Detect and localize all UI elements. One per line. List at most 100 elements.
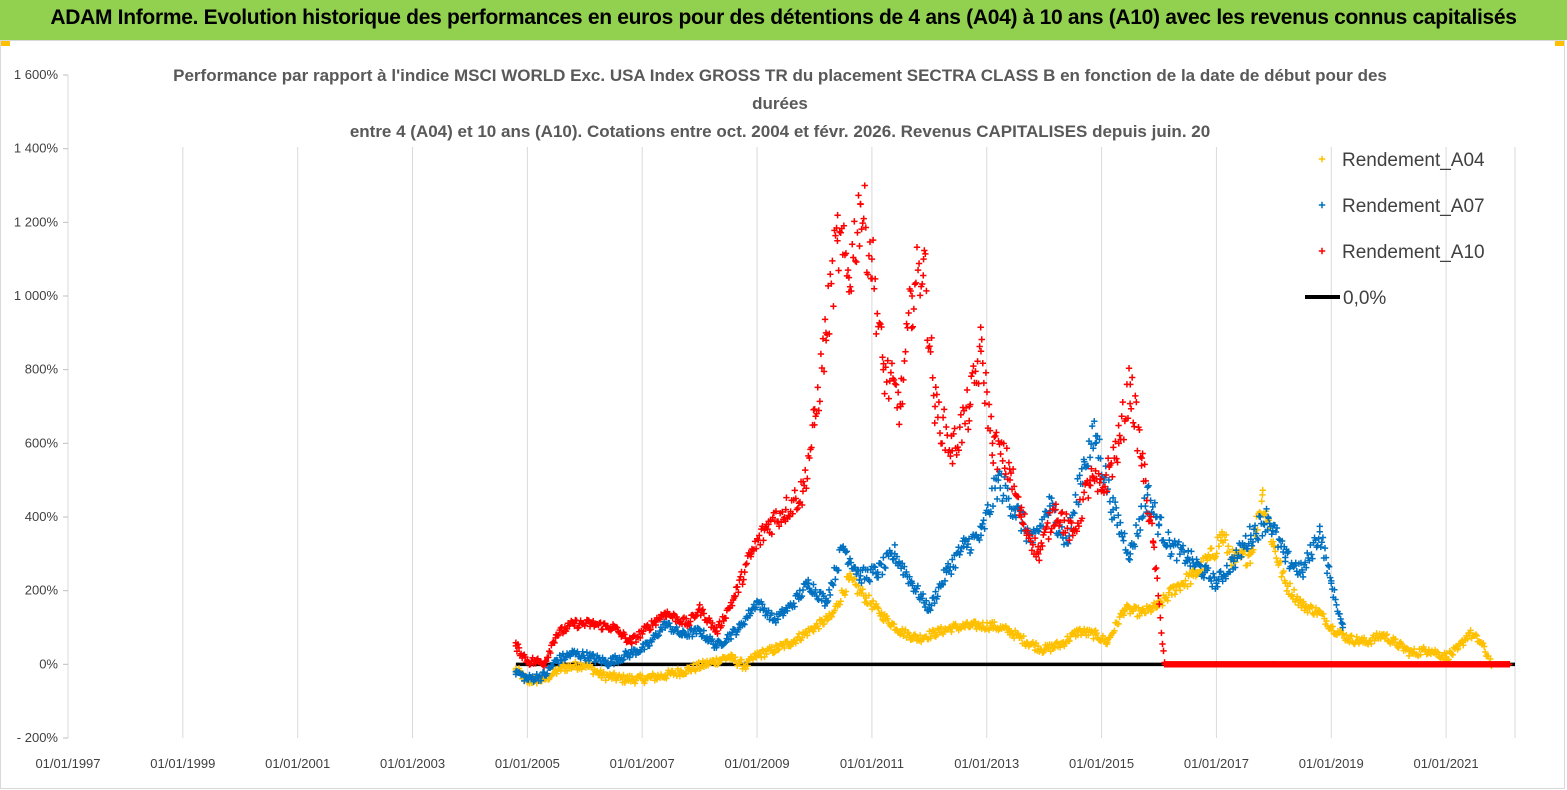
point-rendement_a10 (551, 639, 558, 647)
point-rendement_a07 (759, 601, 766, 608)
point-rendement_a10 (956, 423, 964, 431)
point-rendement_a04 (873, 600, 880, 608)
point-rendement_a10 (550, 638, 557, 646)
point-rendement_a04 (1304, 609, 1311, 616)
point-rendement_a07 (881, 564, 888, 571)
point-rendement_a04 (663, 675, 670, 682)
point-rendement_a10 (794, 504, 802, 512)
point-rendement_a10 (884, 357, 891, 364)
point-rendement_a04 (1130, 607, 1137, 615)
point-rendement_a10 (997, 450, 1004, 458)
point-rendement_a10 (880, 360, 887, 367)
point-rendement_a10 (1006, 476, 1014, 484)
point-rendement_a07 (987, 508, 995, 515)
point-rendement_a07 (772, 619, 780, 626)
point-rendement_a10 (732, 593, 739, 600)
point-rendement_a10 (955, 447, 962, 454)
point-rendement_a07 (654, 632, 662, 640)
point-rendement_a10 (1088, 465, 1095, 472)
point-rendement_a07 (1086, 454, 1094, 461)
point-rendement_a04 (842, 588, 850, 595)
point-rendement_a07 (1119, 533, 1126, 540)
point-rendement_a07 (1175, 538, 1183, 546)
x-tick-label: 01/01/2015 (1069, 756, 1134, 771)
point-rendement_a07 (1124, 549, 1131, 556)
point-rendement_a10 (1066, 536, 1073, 544)
point-rendement_a04 (1360, 634, 1368, 642)
point-rendement_a10 (1043, 523, 1050, 531)
point-rendement_a07 (1259, 532, 1266, 539)
point-rendement_a10 (1027, 538, 1035, 545)
point-rendement_a07 (727, 635, 735, 643)
point-rendement_a10 (555, 631, 562, 639)
point-rendement_a07 (805, 576, 812, 584)
x-tick-label: 01/01/2017 (1184, 756, 1249, 771)
point-rendement_a10 (1037, 546, 1044, 553)
point-rendement_a04 (1347, 633, 1354, 640)
point-rendement_a07 (743, 613, 750, 620)
point-rendement_a10 (950, 430, 957, 438)
point-rendement_a04 (1185, 572, 1192, 580)
point-rendement_a07 (1155, 522, 1163, 529)
point-rendement_a10 (1041, 529, 1048, 536)
point-rendement_a07 (779, 612, 787, 619)
point-rendement_a07 (1223, 562, 1231, 569)
point-rendement_a07 (857, 572, 864, 580)
point-rendement_a07 (1080, 456, 1088, 463)
point-rendement_a10 (775, 523, 783, 530)
point-rendement_a07 (1308, 551, 1315, 558)
point-rendement_a10 (1010, 483, 1018, 490)
x-tick-label: 01/01/1997 (35, 756, 100, 771)
point-rendement_a10 (714, 630, 721, 637)
legend-label: Rendement_A07 (1342, 196, 1485, 217)
point-rendement_a10 (834, 212, 841, 219)
point-rendement_a07 (973, 531, 980, 538)
point-rendement_a10 (1051, 521, 1059, 529)
point-rendement_a07 (906, 573, 913, 580)
point-rendement_a10 (830, 303, 837, 310)
point-rendement_a07 (1248, 542, 1256, 549)
point-rendement_a10 (992, 432, 999, 440)
point-rendement_a10 (785, 512, 792, 519)
point-rendement_a10 (987, 413, 995, 420)
point-rendement_a04 (1278, 573, 1285, 581)
point-rendement_a10 (1144, 510, 1152, 517)
point-rendement_a04 (1294, 593, 1301, 600)
point-rendement_a04 (828, 613, 835, 621)
point-rendement_a07 (869, 569, 877, 576)
point-rendement_a07 (735, 626, 742, 633)
point-rendement_a04 (1250, 546, 1257, 553)
point-rendement_a10 (985, 401, 993, 408)
point-rendement_a07 (825, 586, 833, 594)
point-rendement_a10 (809, 421, 816, 429)
point-rendement_a04 (952, 620, 959, 628)
point-rendement_a10 (696, 601, 703, 609)
point-rendement_a04 (916, 632, 924, 639)
point-rendement_a07 (1299, 573, 1307, 581)
point-rendement_a04 (1148, 606, 1156, 614)
point-rendement_a10 (1047, 529, 1054, 536)
x-tick-label: 01/01/2019 (1299, 756, 1364, 771)
point-rendement_a04 (759, 646, 766, 653)
point-rendement_a10 (938, 440, 946, 447)
point-rendement_a07 (872, 570, 880, 577)
point-rendement_a04 (877, 612, 884, 620)
point-rendement_a10 (709, 619, 716, 627)
point-rendement_a04 (1247, 560, 1254, 567)
point-rendement_a07 (944, 560, 952, 567)
point-rendement_a10 (1039, 542, 1046, 550)
point-rendement_a10 (891, 380, 899, 388)
point-rendement_a07 (1163, 543, 1170, 550)
point-rendement_a10 (921, 247, 928, 254)
point-rendement_a10 (968, 373, 975, 380)
point-rendement_a07 (671, 627, 678, 634)
point-rendement_a10 (954, 443, 961, 451)
point-rendement_a10 (932, 384, 939, 391)
point-rendement_a10 (892, 381, 900, 388)
point-rendement_a10 (782, 506, 789, 513)
chart-title: Performance par rapport à l'indice MSCI … (160, 62, 1400, 146)
point-rendement_a10 (656, 616, 664, 623)
point-rendement_a07 (842, 549, 849, 556)
point-rendement_a10 (919, 280, 926, 288)
point-rendement_a04 (1093, 629, 1100, 637)
